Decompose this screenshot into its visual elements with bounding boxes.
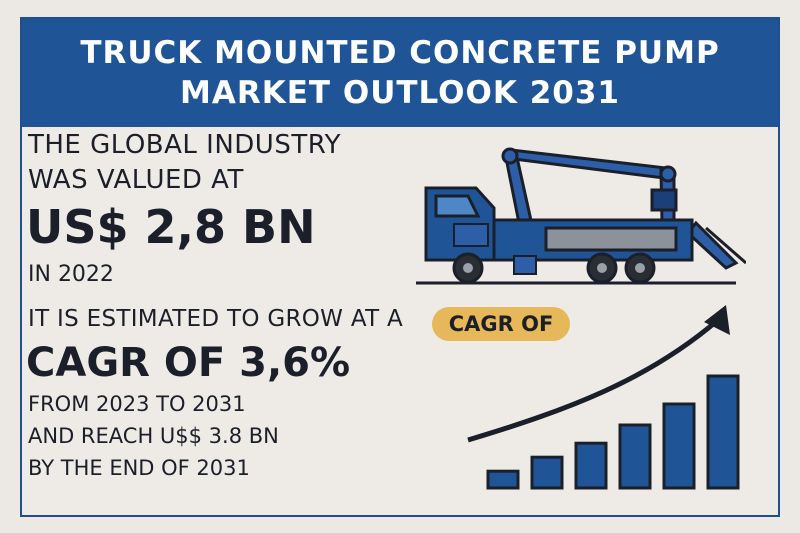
growth-bar [662,402,696,490]
title-line-1: TRUCK MOUNTED CONCRETE PUMP [80,35,720,71]
growth-target: AND REACH U$$ 3.8 BN [28,424,279,448]
valuation-year: IN 2022 [28,262,114,287]
concrete-pump-truck-icon [416,147,746,285]
cagr-pill-badge: CAGR OF [432,307,570,341]
valuation-line-2: WAS VALUED AT [28,165,244,195]
growth-bar [618,423,652,490]
growth-end: BY THE END OF 2031 [28,456,250,480]
valuation-amount: US$ 2,8 BN [26,200,316,254]
growth-bar [486,469,520,490]
cagr-value: CAGR OF 3,6% [26,340,351,386]
title-banner: TRUCK MOUNTED CONCRETE PUMP MARKET OUTLO… [22,19,778,127]
growth-intro: IT IS ESTIMATED TO GROW AT A [28,306,404,332]
growth-bar [706,374,740,490]
title-line-2: MARKET OUTLOOK 2031 [180,75,620,111]
valuation-line-1: THE GLOBAL INDUSTRY [28,130,342,160]
growth-bar [530,455,564,490]
growth-bar-chart-icon [467,305,740,490]
growth-bar [574,441,608,490]
growth-period: FROM 2023 TO 2031 [28,392,246,416]
